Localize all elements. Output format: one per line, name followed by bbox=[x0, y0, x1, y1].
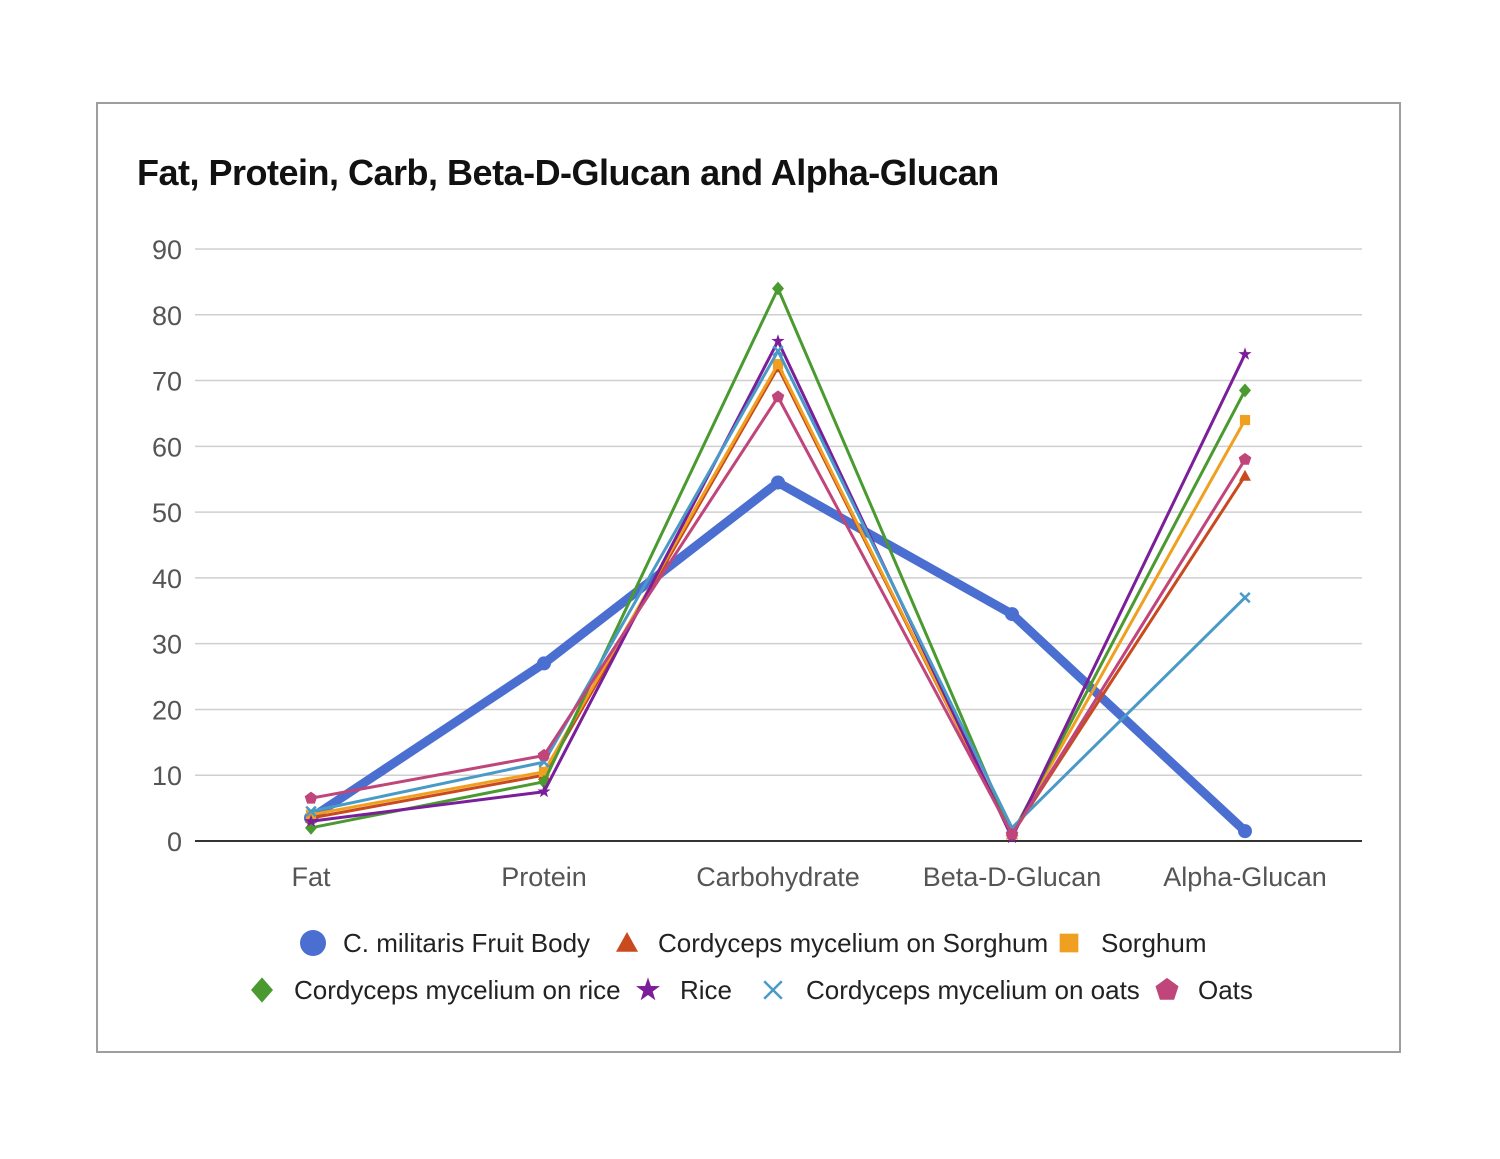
data-point-rice bbox=[1238, 347, 1252, 360]
series-line-rice bbox=[309, 339, 1247, 840]
legend-marker-oats bbox=[1155, 977, 1179, 1000]
legend-label-sorghum: Sorghum bbox=[1101, 928, 1207, 958]
data-point-rice bbox=[304, 814, 318, 827]
x-tick-label: Beta-D-Glucan bbox=[923, 862, 1102, 892]
series-line-cordyceps-mycelium-on-oats bbox=[309, 349, 1247, 830]
x-tick-label: Carbohydrate bbox=[696, 862, 860, 892]
legend-marker-sorghum bbox=[1059, 933, 1079, 953]
y-tick-label: 40 bbox=[152, 564, 182, 594]
data-point-rice bbox=[771, 334, 785, 347]
y-tick-label: 20 bbox=[152, 695, 182, 725]
data-point-c-militaris-fruit-body bbox=[771, 475, 785, 490]
legend-marker-cordyceps-mycelium-on-oats bbox=[763, 980, 783, 1000]
legend-marker-cordyceps-mycelium-on-sorghum bbox=[616, 932, 638, 952]
legend-label-c-militaris-fruit-body: C. militaris Fruit Body bbox=[343, 928, 590, 958]
series-line-oats bbox=[309, 395, 1247, 836]
y-axis-ticks: 0 10 20 30 40 50 60 70 80 90 bbox=[152, 235, 182, 857]
x-axis-ticks: Fat Protein Carbohydrate Beta-D-Glucan Alpha… bbox=[291, 862, 1326, 892]
x-marker-stroke bbox=[1239, 591, 1251, 604]
legend-label-cordyceps-mycelium-on-oats: Cordyceps mycelium on oats bbox=[806, 975, 1140, 1005]
x-tick-label: Fat bbox=[291, 862, 331, 892]
data-point-cordyceps-mycelium-on-oats bbox=[772, 345, 784, 357]
series-lines bbox=[304, 281, 1252, 844]
data-point-rice bbox=[537, 784, 551, 798]
x-marker-stroke bbox=[305, 805, 317, 818]
data-point-oats bbox=[771, 390, 785, 403]
data-point-cordyceps-mycelium-on-oats bbox=[305, 805, 317, 818]
y-tick-label: 80 bbox=[152, 301, 182, 331]
legend: C. militaris Fruit Body Cordyceps myceliu… bbox=[251, 928, 1253, 1005]
data-point-cordyceps-mycelium-on-oats bbox=[1239, 591, 1251, 604]
data-point-cordyceps-mycelium-on-rice bbox=[1239, 383, 1251, 398]
data-point-sorghum bbox=[772, 359, 784, 370]
y-tick-label: 30 bbox=[152, 630, 182, 660]
series-line-sorghum bbox=[309, 362, 1247, 836]
y-tick-label: 60 bbox=[152, 432, 182, 462]
y-tick-label: 0 bbox=[167, 827, 182, 857]
x-marker-stroke bbox=[763, 980, 783, 1000]
y-tick-label: 90 bbox=[152, 235, 182, 265]
legend-label-rice: Rice bbox=[680, 975, 732, 1005]
legend-marker-cordyceps-mycelium-on-rice bbox=[251, 977, 273, 1003]
data-point-c-militaris-fruit-body bbox=[537, 656, 551, 671]
data-point-oats bbox=[1238, 452, 1252, 465]
y-tick-label: 70 bbox=[152, 367, 182, 397]
data-point-cordyceps-mycelium-on-sorghum bbox=[1239, 469, 1251, 481]
legend-label-cordyceps-mycelium-on-rice: Cordyceps mycelium on rice bbox=[294, 975, 621, 1005]
legend-label-cordyceps-mycelium-on-sorghum: Cordyceps mycelium on Sorghum bbox=[658, 928, 1048, 958]
data-point-c-militaris-fruit-body bbox=[1005, 607, 1019, 622]
y-tick-label: 50 bbox=[152, 498, 182, 528]
data-point-oats bbox=[304, 791, 318, 804]
data-point-cordyceps-mycelium-on-rice bbox=[772, 281, 784, 296]
legend-marker-c-militaris-fruit-body bbox=[300, 930, 326, 956]
data-point-oats bbox=[537, 748, 551, 761]
x-marker-stroke bbox=[772, 345, 784, 357]
legend-label-oats: Oats bbox=[1198, 975, 1253, 1005]
data-point-c-militaris-fruit-body bbox=[1238, 824, 1252, 839]
data-point-sorghum bbox=[1239, 414, 1251, 426]
series-line-cordyceps-mycelium-on-sorghum bbox=[309, 365, 1247, 836]
y-tick-label: 10 bbox=[152, 761, 182, 791]
legend-marker-rice bbox=[636, 977, 660, 1001]
data-point-oats bbox=[1005, 827, 1019, 840]
x-tick-label: Alpha-Glucan bbox=[1163, 862, 1327, 892]
x-tick-label: Protein bbox=[501, 862, 587, 892]
data-point-sorghum bbox=[538, 766, 550, 778]
chart-title: Fat, Protein, Carb, Beta-D-Glucan and Al… bbox=[137, 152, 999, 193]
